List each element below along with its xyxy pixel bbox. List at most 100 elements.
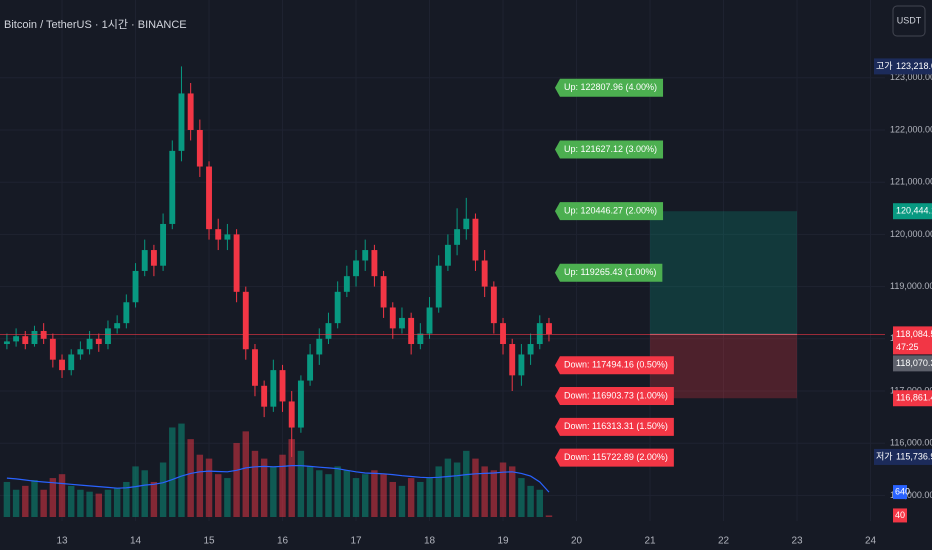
volume-bar xyxy=(352,478,360,517)
volume-bar xyxy=(224,478,231,517)
volume-bar xyxy=(205,458,213,517)
volume-bar xyxy=(306,466,314,517)
candle-body xyxy=(215,229,222,240)
price-tag-label: 118,070.31 xyxy=(896,358,932,368)
volume-bar xyxy=(169,427,176,517)
x-tick-label: 18 xyxy=(424,536,436,547)
chart-title: Bitcoin / TetherUS · 1시간 · BINANCE xyxy=(4,18,187,31)
candle-body xyxy=(417,333,424,345)
candle-body xyxy=(233,234,240,292)
currency-button-label[interactable]: USDT xyxy=(897,15,922,25)
volume-bar xyxy=(453,462,461,517)
x-tick-label: 17 xyxy=(350,536,362,547)
volume-bar xyxy=(426,478,433,517)
candle-body xyxy=(500,323,506,345)
position-layer xyxy=(650,211,798,399)
candle-body xyxy=(343,276,350,292)
candle-body xyxy=(141,250,148,271)
candle-body xyxy=(518,354,525,376)
volume-bar xyxy=(233,443,240,517)
candle-body xyxy=(270,370,277,407)
candle-body xyxy=(307,354,314,381)
annotation-layer: Up: 122807.96 (4.00%) Up: 121627.12 (3.00… xyxy=(554,78,674,467)
volume-bar xyxy=(279,454,286,517)
candle-body xyxy=(114,323,121,329)
level-label-box xyxy=(554,387,674,406)
level-label-box xyxy=(554,140,664,159)
candle-body xyxy=(95,338,102,345)
candle-body xyxy=(527,344,534,355)
level-label: Down: 115722.89 (2.00%) xyxy=(554,448,674,467)
volume-bar xyxy=(362,474,369,517)
candle-body xyxy=(224,234,231,240)
candle-body xyxy=(132,270,139,303)
candle-body xyxy=(362,250,369,261)
grid-layer xyxy=(0,0,885,521)
candle-body xyxy=(509,344,516,376)
position-stop-zone xyxy=(650,334,798,399)
candle-body xyxy=(325,323,332,339)
x-tick-label: 24 xyxy=(865,536,877,547)
level-label-text: Down: 116313.31 (1.50%) xyxy=(564,421,668,431)
volume-bar xyxy=(270,466,277,517)
level-label-text: Up: 121627.12 (3.00%) xyxy=(564,144,657,154)
volume-bar xyxy=(343,470,351,517)
level-label-box xyxy=(554,202,664,221)
y-tick-label: 120,000.00 xyxy=(890,229,932,239)
volume-bar xyxy=(389,481,396,517)
candle-body xyxy=(334,291,341,324)
candle-body xyxy=(68,354,75,371)
candle-body xyxy=(454,229,461,245)
volume-bar xyxy=(380,474,387,517)
price-tag xyxy=(893,448,932,465)
level-label-text: Up: 122807.96 (4.00%) xyxy=(564,82,657,92)
volume-bar xyxy=(150,481,158,517)
level-label-box xyxy=(554,78,664,97)
candle-body xyxy=(389,307,396,329)
volume-bar xyxy=(31,480,38,517)
volume-bar xyxy=(545,515,553,517)
currency-button[interactable] xyxy=(892,5,926,37)
candle-body xyxy=(380,276,387,308)
x-tick-label: 13 xyxy=(56,536,68,547)
level-label: Down: 116903.73 (1.00%) xyxy=(554,387,674,406)
volume-bar xyxy=(260,458,268,517)
volume-bar xyxy=(490,470,498,517)
candle-body xyxy=(160,223,167,266)
y-tick-label: 119,000.00 xyxy=(890,281,932,291)
level-label: Down: 117494.16 (0.50%) xyxy=(554,356,674,375)
candle-body xyxy=(288,401,295,428)
volume-bar xyxy=(334,466,341,517)
volume-bar xyxy=(113,487,121,517)
candle-body xyxy=(187,93,194,130)
volume-bar xyxy=(435,466,442,517)
volume-bar xyxy=(371,470,378,517)
x-tick-label: 23 xyxy=(791,536,803,547)
volume-bar xyxy=(104,489,112,517)
volume-bar xyxy=(288,439,295,517)
candle-body xyxy=(353,260,359,277)
price-tag-prefix-box xyxy=(874,448,893,465)
volume-ma-line xyxy=(6,465,550,493)
x-tick-label: 16 xyxy=(277,536,289,547)
volume-bar xyxy=(132,466,139,517)
candle-body xyxy=(261,385,268,407)
candle-body xyxy=(86,338,93,350)
price-tag xyxy=(893,326,932,355)
candle-body xyxy=(105,328,111,345)
level-label: Up: 120446.27 (2.00%) xyxy=(554,202,664,221)
price-axis-bg xyxy=(886,0,932,550)
volume-bar xyxy=(297,450,305,517)
candle-body xyxy=(481,260,488,287)
candle-body xyxy=(279,370,286,402)
candle-body xyxy=(242,291,249,350)
x-tick-label: 20 xyxy=(571,536,583,547)
volume-bar xyxy=(77,489,84,517)
level-label: Up: 121627.12 (3.00%) xyxy=(554,140,664,159)
level-label-text: Down: 115722.89 (2.00%) xyxy=(564,452,668,462)
level-label-text: Down: 117494.16 (0.50%) xyxy=(564,360,668,370)
level-label: Up: 122807.96 (4.00%) xyxy=(554,78,664,97)
volume-bar xyxy=(12,489,20,517)
volume-bar xyxy=(95,493,102,517)
x-tick-label: 21 xyxy=(644,536,656,547)
